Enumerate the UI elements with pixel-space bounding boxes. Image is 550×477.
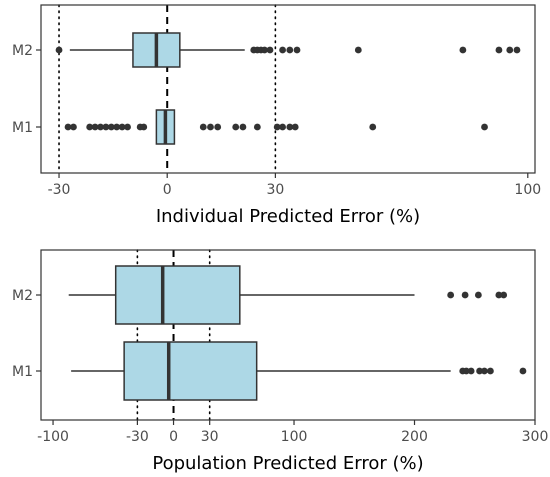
population-m2-outlier-point — [495, 291, 503, 299]
individual-x-tick-label: 30 — [266, 182, 284, 198]
population-m1-box — [123, 341, 258, 401]
individual-panel-frame — [40, 4, 536, 174]
population-x-tick-label: -100 — [37, 429, 69, 445]
individual-x-axis-title: Individual Predicted Error (%) — [156, 206, 420, 227]
population-panel-frame — [40, 249, 536, 421]
individual-m2-outlier-point — [459, 46, 467, 54]
individual-m2-outlier-point — [266, 46, 274, 54]
individual-m1-outlier-point — [481, 123, 488, 131]
population-m2-outlier-point — [447, 291, 455, 299]
population-y-category-label: M2 — [12, 288, 33, 304]
individual-m1-outlier-point — [118, 123, 126, 131]
individual-m1-outlier-point — [91, 123, 99, 131]
population-m2-outlier-point — [500, 291, 508, 299]
individual-m2-outlier-point — [506, 46, 514, 54]
individual-m1-outlier-point — [291, 123, 299, 131]
individual-m2-outlier-point — [279, 46, 286, 54]
population-x-axis-title: Population Predicted Error (%) — [152, 453, 423, 474]
population-x-tick-label: 100 — [281, 429, 308, 445]
individual-m1-outlier-point — [140, 123, 148, 131]
population-m2-outlier-point — [461, 291, 469, 299]
individual-m1-outlier-point — [107, 123, 115, 131]
individual-error-panel: -30 0 30 100 M2 M1 Individual Predicted Error… — [12, 4, 541, 227]
population-m1-outlier-point — [480, 367, 488, 375]
individual-m1-outlier-point — [214, 123, 222, 131]
individual-m1-outlier-point — [279, 123, 286, 131]
population-y-category-label: M1 — [12, 364, 33, 380]
individual-m2-outlier-point — [55, 46, 63, 54]
population-m2-outlier-point — [474, 291, 482, 299]
population-x-tick-label: 30 — [201, 429, 219, 445]
individual-m1-outlier-point — [369, 123, 377, 131]
individual-m1-outlier-point — [232, 123, 240, 131]
population-m1-outlier-point — [467, 367, 475, 375]
individual-m1-outlier-point — [207, 123, 214, 131]
individual-x-tick-label: 0 — [163, 182, 172, 198]
individual-m1-outlier-point — [97, 123, 104, 131]
population-m1-outlier-point — [476, 367, 483, 375]
population-m1-outlier-point — [462, 367, 470, 375]
population-x-tick-label: 300 — [522, 429, 549, 445]
individual-m2-outlier-point — [286, 46, 294, 54]
population-m1-outlier-point — [519, 367, 527, 375]
individual-m1-outlier-point — [273, 123, 281, 131]
individual-m1-outlier-point — [64, 123, 72, 131]
population-m2-box — [114, 265, 241, 325]
population-x-tick-label: -30 — [126, 429, 149, 445]
individual-m1-outlier-point — [199, 123, 207, 131]
individual-m2-outlier-point — [261, 46, 268, 54]
individual-m1-boxplot — [64, 109, 488, 145]
individual-m2-outlier-point — [293, 46, 301, 54]
individual-m1-outlier-point — [113, 123, 121, 131]
population-error-panel: -100 -30 0 30 100 200 300 M2 M1 Population Predi… — [12, 249, 549, 474]
population-m1-outlier-point — [487, 367, 494, 375]
population-m1-boxplot — [71, 341, 527, 401]
individual-m2-boxplot — [55, 32, 521, 68]
individual-x-tick-label: -30 — [48, 182, 71, 198]
individual-m2-outlier-point — [354, 46, 362, 54]
individual-m1-outlier-point — [253, 123, 261, 131]
individual-m2-outlier-point — [495, 46, 503, 54]
individual-m2-outlier-point — [513, 46, 521, 54]
individual-m1-outlier-point — [286, 123, 294, 131]
population-x-tick-label: 200 — [401, 429, 428, 445]
individual-m1-outlier-point — [70, 123, 77, 131]
individual-y-category-label: M1 — [12, 120, 33, 136]
individual-m1-outlier-point — [86, 123, 94, 131]
population-x-tick-label: 0 — [169, 429, 178, 445]
individual-m1-outlier-point — [239, 123, 247, 131]
individual-m1-outlier-point — [124, 123, 131, 131]
individual-y-category-label: M2 — [12, 43, 33, 59]
individual-x-tick-label: 100 — [514, 182, 541, 198]
individual-m1-outlier-point — [102, 123, 110, 131]
population-m2-boxplot — [68, 265, 508, 325]
